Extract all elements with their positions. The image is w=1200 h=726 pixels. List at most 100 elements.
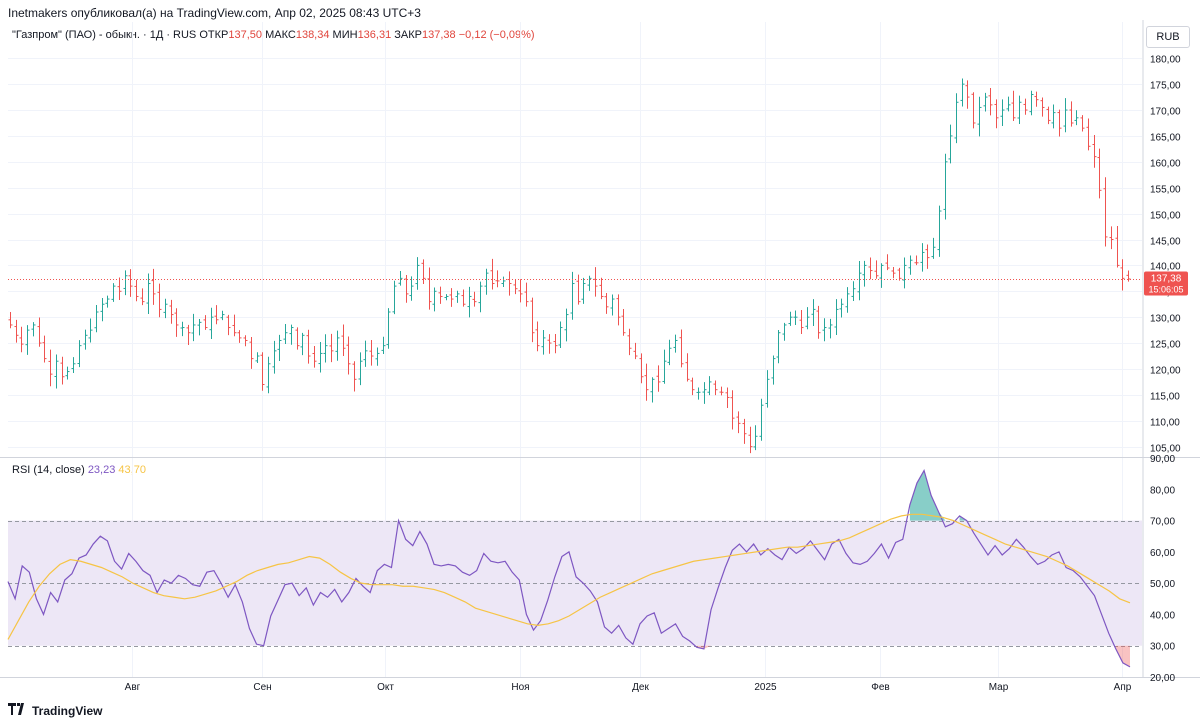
ohlc-bar [685,353,690,382]
currency-button[interactable]: RUB [1146,26,1190,48]
high-value: 138,34 [295,29,330,41]
symbol-legend: "Газпром" (ПАО) - обыкн. · 1Д · RUS ОТКР… [12,29,535,41]
ohlc-bar [478,281,483,313]
ohlc-bar [782,322,787,341]
ohlc-bar [759,398,764,441]
ohlc-bar [914,255,919,266]
ohlc-bar [518,279,523,303]
time-tick-label: Мар [989,682,1009,693]
rsi-legend: RSI (14, close) 23,23 43,70 [12,464,146,476]
ohlc-bar [71,357,76,374]
ohlc-bar [449,288,454,307]
ohlc-bar [404,275,409,303]
ohlc-bar [776,329,781,364]
ohlc-bar [788,311,793,326]
ohlc-bar [707,376,712,396]
ohlc-bar [696,387,701,400]
ohlc-bar [169,299,174,324]
ohlc-bar [283,324,288,344]
ohlc-bar [300,332,305,356]
time-tick-label: Окт [377,682,394,693]
ohlc-bar [455,290,460,303]
ohlc-bar [662,349,667,384]
ohlc-bar [272,340,277,374]
low-value: 136,31 [357,29,392,41]
ohlc-bar [725,387,730,408]
ohlc-bar [977,96,982,137]
ohlc-bar [845,287,850,313]
price-tick-label: 165,00 [1150,133,1181,144]
ohlc-bar [495,270,500,288]
ohlc-bar [1063,98,1068,133]
ohlc-bar [54,354,59,389]
ohlc-bar [931,237,936,259]
ohlc-bar [467,286,472,318]
close-value: 137,38 [422,29,456,41]
ohlc-bar [535,321,540,352]
ohlc-bar [633,342,638,360]
price-tick-label: 140,00 [1150,262,1181,273]
ohlc-bar [363,340,368,367]
ohlc-bar [702,382,707,404]
ohlc-bar [1092,135,1097,168]
rsi-line [7,468,1131,668]
ohlc-bar [1074,110,1079,126]
symbol-name[interactable]: "Газпром" (ПАО) - обыкн. · 1Д · RUS [12,29,197,41]
ohlc-bar [530,297,535,343]
ohlc-bar [48,349,53,387]
ohlc-bar [828,318,833,339]
ohlc-bar [421,259,426,284]
ohlc-bar [60,356,65,385]
ohlc-bar [438,286,443,304]
ohlc-bar [111,283,116,302]
price-tick-label: 115,00 [1150,392,1180,403]
open-label: ОТКР [199,29,229,41]
ohlc-bar [1103,177,1108,247]
price-tick-label: 145,00 [1150,237,1181,248]
ohlc-bar [260,352,265,391]
ohlc-bar [1000,99,1005,127]
ohlc-bar [329,333,334,363]
last-price-label: 137,38 [1151,274,1182,285]
ohlc-bar [610,294,615,316]
rsi-oversold-fill [696,645,1130,667]
time-tick-label: Апр [1114,682,1132,693]
ohlc-bar [713,380,718,396]
ohlc-bar [811,299,816,326]
price-tick-label: 170,00 [1150,107,1181,118]
ohlc-bar [988,87,993,116]
ohlc-bar [197,318,202,336]
ohlc-bar [719,386,724,396]
close-label: ЗАКР [394,29,423,41]
ohlc-bar [965,80,970,109]
ohlc-bar [289,324,294,345]
ohlc-bar [627,328,632,356]
ohlc-bar [862,260,867,287]
ohlc-bar [765,370,770,408]
ohlc-bar [214,305,219,325]
time-tick-label: Авг [125,682,141,693]
ohlc-bar [1109,226,1114,250]
tradingview-logo-icon [8,703,28,718]
ohlc-bar [226,314,231,336]
rsi-label[interactable]: RSI (14, close) [12,464,85,476]
ohlc-bar [1120,259,1125,291]
ohlc-bar [656,365,661,392]
ohlc-bar [386,308,391,349]
ohlc-bar [88,318,93,343]
ohlc-bar [742,418,747,444]
ohlc-bar [415,257,420,290]
ohlc-bar [879,263,884,288]
time-tick-label: Ноя [511,682,529,693]
time-tick-label: 2025 [754,682,777,693]
ohlc-bar [243,335,248,347]
rsi-tick-label: 90,00 [1150,454,1175,465]
time-tick-label: Дек [632,682,649,693]
ohlc-bar [736,411,741,434]
ohlc-bar [920,243,925,272]
ohlc-bar [1086,118,1091,151]
rsi-tick-label: 50,00 [1150,579,1175,590]
ohlc-bar [14,319,19,343]
ohlc-bar [937,205,942,257]
